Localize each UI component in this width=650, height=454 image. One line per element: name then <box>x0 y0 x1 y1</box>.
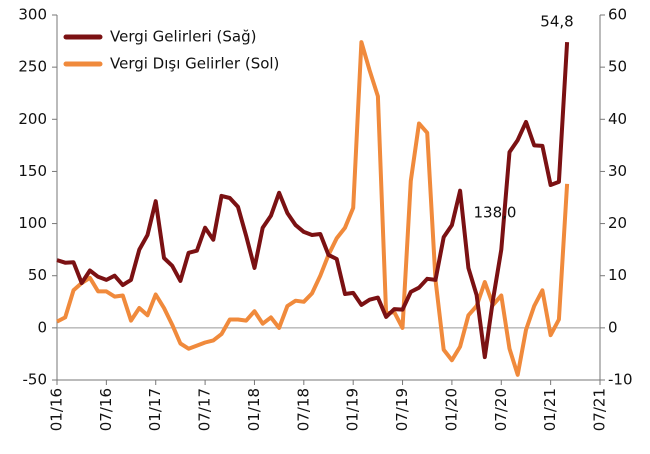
y-tick-label: 150 <box>18 162 47 180</box>
x-tick-label: 07/16 <box>97 388 115 431</box>
x-tick-label: 01/18 <box>245 388 263 431</box>
x-tick-label: 07/17 <box>196 388 214 431</box>
y-tick-label: 50 <box>28 266 47 284</box>
y2-tick-label: 60 <box>608 6 627 24</box>
y-tick-label: 200 <box>18 110 47 128</box>
series-line <box>56 40 570 377</box>
annotation: 138,0 <box>474 204 517 222</box>
x-tick-label: 01/21 <box>541 388 559 431</box>
y-tick-label: 300 <box>18 6 47 24</box>
y-tick-label: -50 <box>23 371 48 389</box>
legend-label: Vergi Gelirleri (Sağ) <box>110 28 256 46</box>
x-tick-label: 01/20 <box>442 388 460 431</box>
x-tick-label: 07/18 <box>294 388 312 431</box>
y-tick-label: 250 <box>18 58 47 76</box>
y2-tick-label: 50 <box>608 58 627 76</box>
x-tick-label: 01/16 <box>48 388 66 431</box>
x-tick-label: 07/19 <box>393 388 411 431</box>
y2-tick-label: 20 <box>608 214 627 232</box>
y-tick-label: 100 <box>18 214 47 232</box>
x-tick-label: 07/21 <box>591 388 609 431</box>
legend-label: Vergi Dışı Gelirler (Sol) <box>110 55 279 73</box>
y2-tick-label: -10 <box>608 371 633 389</box>
y2-tick-label: 40 <box>608 110 627 128</box>
y2-tick-label: 30 <box>608 162 627 180</box>
y2-tick-label: 0 <box>608 318 618 336</box>
series-line <box>56 41 570 360</box>
annotation: 54,8 <box>540 13 573 31</box>
x-tick-label: 01/19 <box>344 388 362 431</box>
x-tick-label: 07/20 <box>492 388 510 431</box>
y-tick-label: 0 <box>37 318 47 336</box>
y2-tick-label: 10 <box>608 266 627 284</box>
x-tick-label: 01/17 <box>146 388 164 431</box>
